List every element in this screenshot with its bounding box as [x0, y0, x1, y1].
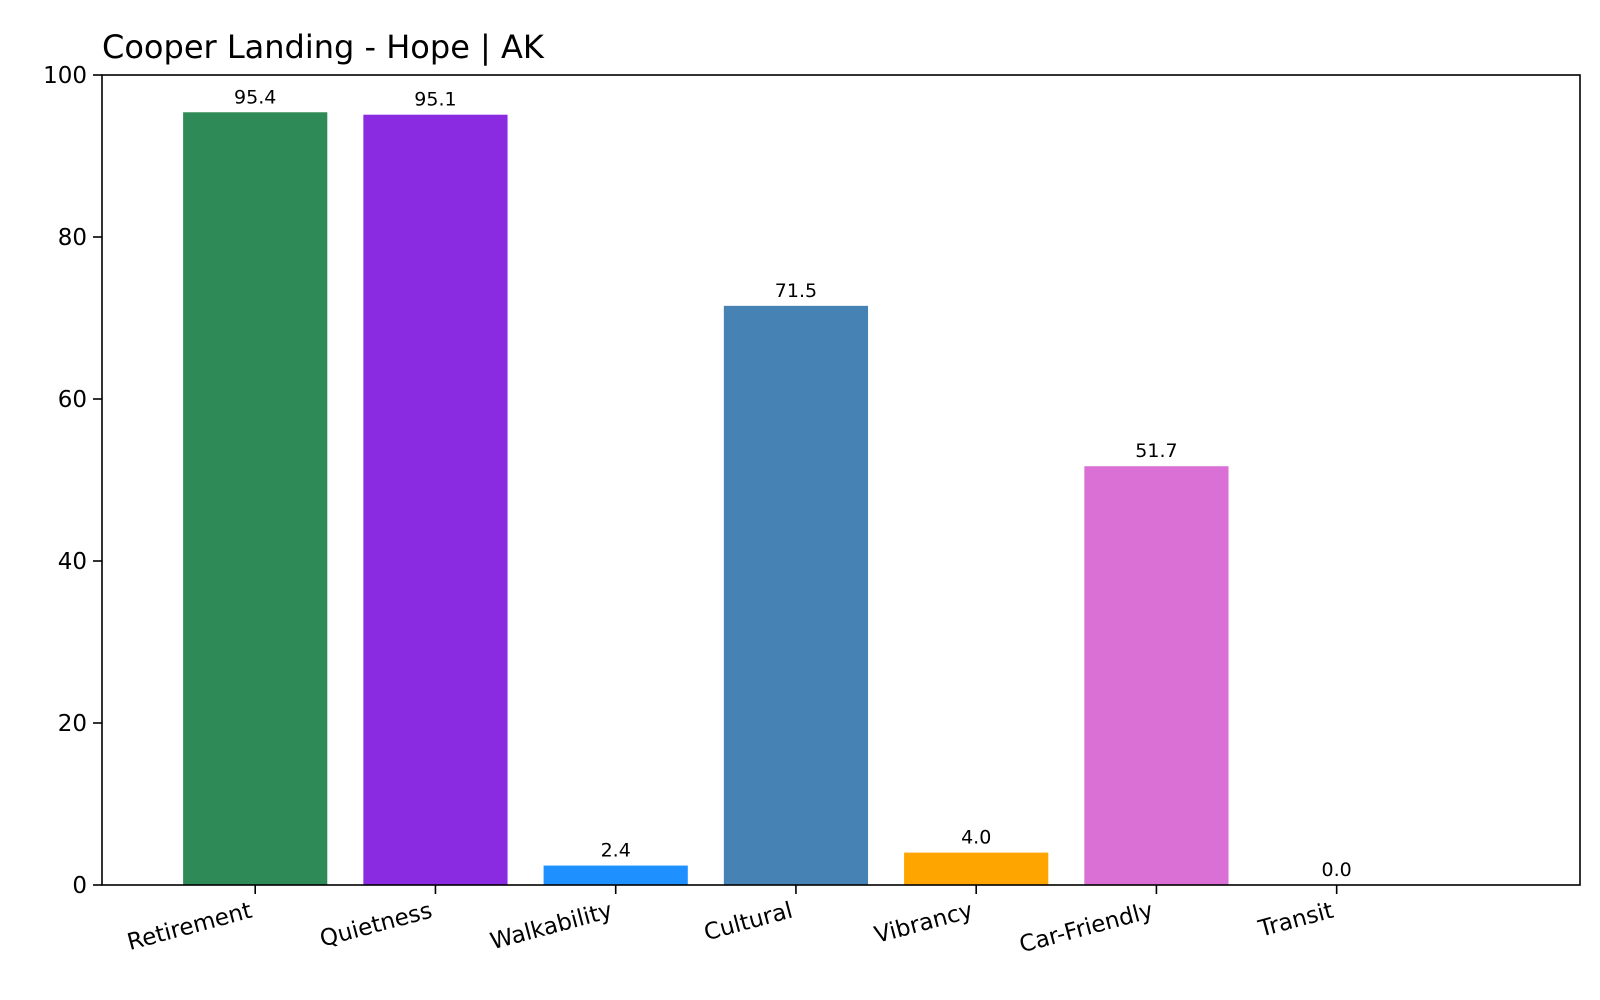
x-tick-label-retirement: Retirement [125, 898, 255, 956]
y-tick-label-20: 20 [58, 711, 87, 737]
value-label-vibrancy: 4.0 [961, 827, 991, 849]
value-label-retirement: 95.4 [234, 86, 276, 108]
chart-title: Cooper Landing - Hope | AK [102, 28, 545, 66]
value-label-car-friendly: 51.7 [1135, 440, 1177, 462]
value-labels-layer: 95.4 95.1 2.4 71.5 4.0 51.7 0.0 [234, 86, 1352, 881]
value-label-transit: 0.0 [1322, 859, 1352, 881]
y-axis: 0 20 40 60 80 100 [43, 63, 102, 899]
bar-walkability [543, 865, 688, 885]
y-tick-label-40: 40 [58, 549, 87, 575]
x-axis: Retirement Quietness Walkability Cultural Vi… [125, 885, 1338, 959]
x-tick-label-quietness: Quietness [317, 898, 435, 953]
value-label-walkability: 2.4 [601, 840, 631, 862]
bar-quietness [363, 114, 508, 885]
bar-vibrancy [904, 852, 1049, 885]
x-tick-label-transit: Transit [1255, 898, 1336, 943]
bar-retirement [183, 112, 328, 885]
y-tick-label-60: 60 [58, 387, 87, 413]
axes-frame [101, 74, 1581, 886]
x-tick-label-car-friendly: Car-Friendly [1017, 898, 1156, 959]
x-tick-label-vibrancy: Vibrancy [872, 898, 976, 949]
y-tick-label-80: 80 [58, 225, 87, 251]
y-tick-label-0: 0 [72, 873, 87, 899]
x-tick-label-walkability: Walkability [488, 898, 616, 956]
x-tick-label-cultural: Cultural [701, 898, 795, 947]
bars-layer [183, 112, 1229, 886]
y-tick-label-100: 100 [43, 63, 87, 89]
value-label-quietness: 95.1 [414, 89, 456, 111]
bar-car-friendly [1084, 466, 1229, 885]
value-label-cultural: 71.5 [775, 280, 817, 302]
bar-cultural [723, 305, 869, 886]
